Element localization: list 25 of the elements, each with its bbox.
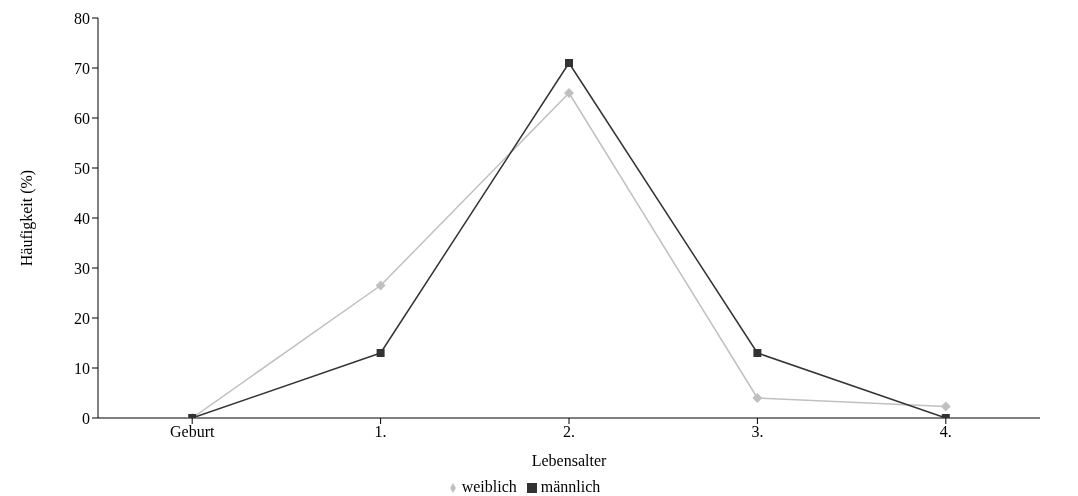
x-tick-label: 3. — [751, 423, 764, 441]
y-tick-label: 60 — [74, 109, 90, 127]
y-tick-label: 0 — [82, 409, 90, 427]
point — [565, 59, 573, 67]
y-tick-label: 30 — [74, 259, 90, 277]
y-axis-title: Häufigkeit (%) — [17, 169, 36, 267]
y-tick-label: 40 — [74, 209, 90, 227]
x-tick-label: 1. — [374, 423, 387, 441]
point — [752, 393, 763, 403]
point — [564, 88, 574, 98]
point — [376, 349, 385, 357]
x-tick-label: 4. — [939, 423, 952, 441]
y-tick-label: 50 — [74, 159, 90, 177]
point — [753, 349, 762, 357]
y-tick-label: 10 — [74, 359, 90, 377]
point — [375, 280, 386, 291]
y-tick-label: 20 — [74, 309, 90, 327]
point — [940, 401, 951, 412]
y-tick-label: 70 — [74, 59, 90, 77]
x-axis-title: Lebensalter — [531, 452, 607, 469]
x-tick-label: Geburt — [169, 423, 215, 441]
legend-label: männlich — [540, 478, 601, 495]
x-tick-label: 2. — [563, 423, 575, 441]
y-tick-label: 80 — [74, 9, 90, 27]
legend-label: weiblich — [461, 478, 517, 495]
